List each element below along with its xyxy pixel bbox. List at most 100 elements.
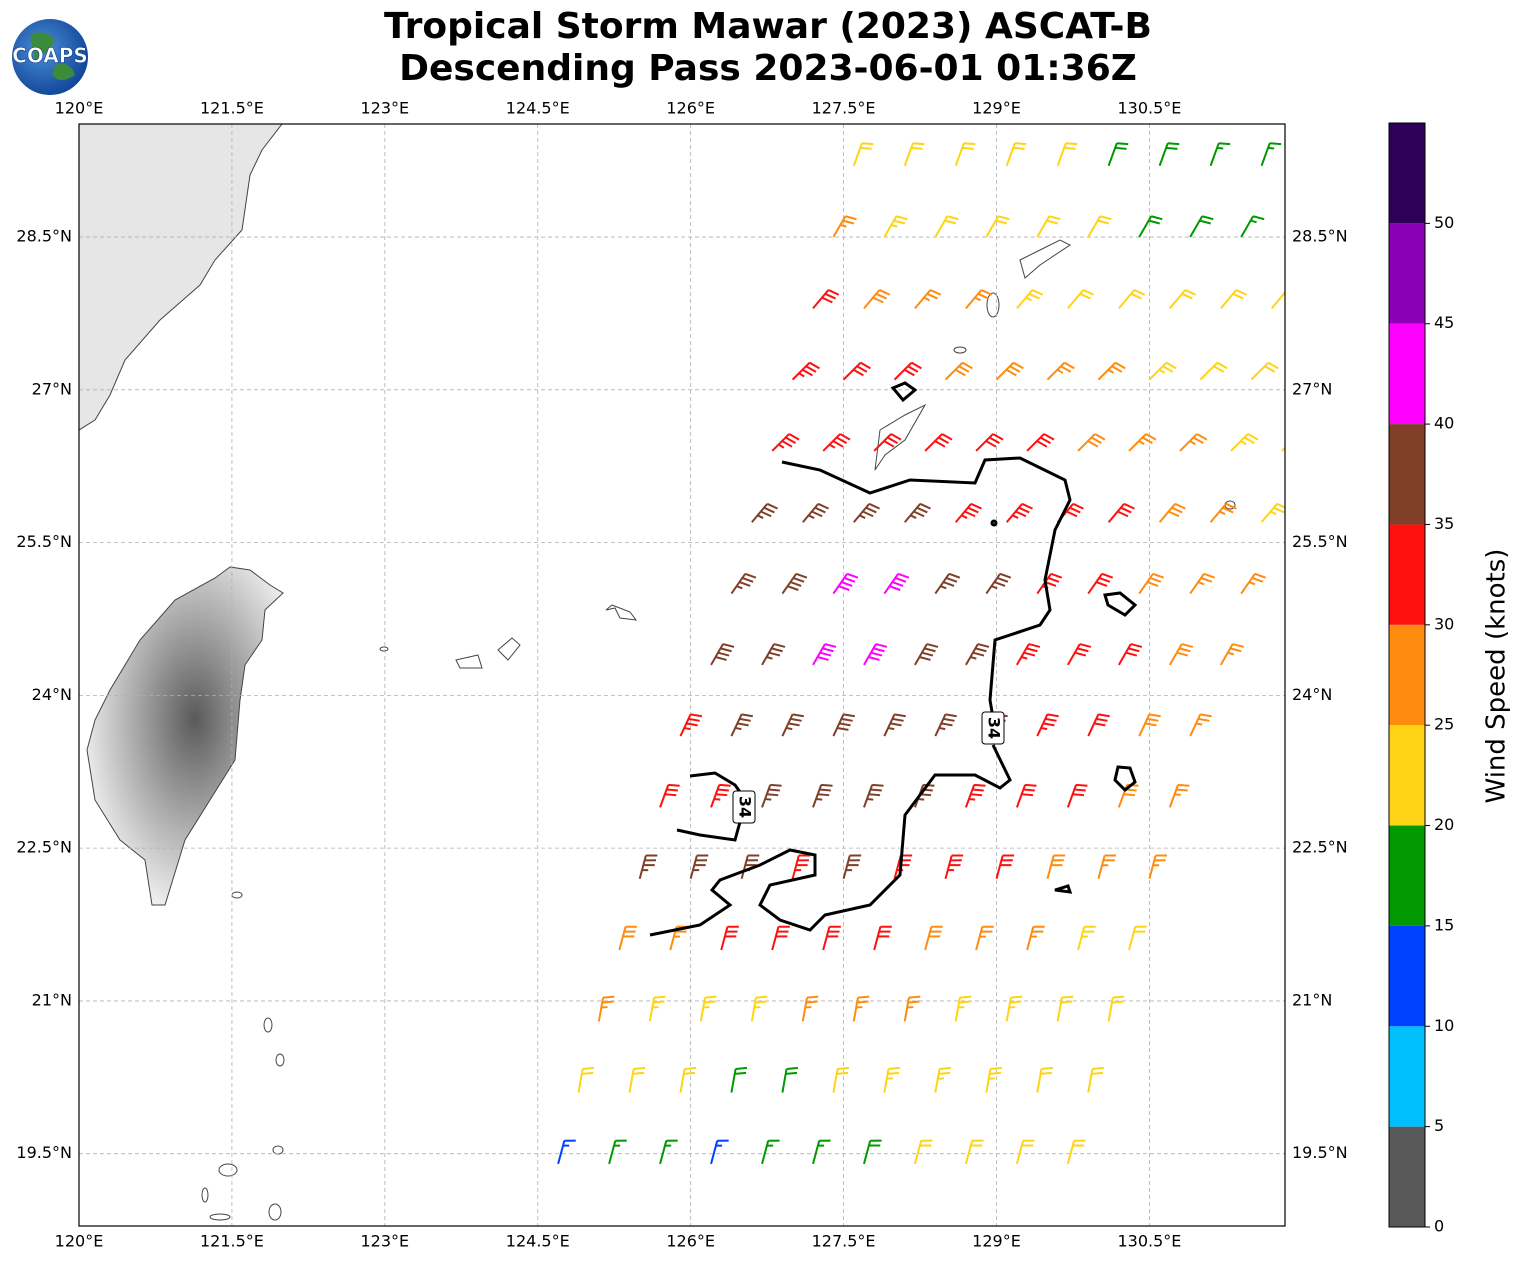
x-tick-label: 126°E [666, 99, 715, 118]
wind-barb [934, 1066, 951, 1093]
wind-barb [791, 854, 811, 879]
wind-barb [883, 1066, 900, 1093]
wind-barb [608, 1139, 627, 1165]
barb-shape [1199, 361, 1228, 381]
barb-shape [883, 572, 910, 595]
barb-shape [832, 572, 859, 595]
barb-shape [1168, 643, 1194, 666]
wind-barb [852, 142, 874, 167]
barb-shape [893, 854, 913, 879]
barb-shape [679, 1066, 697, 1093]
barb-shape [1016, 643, 1041, 666]
axis-ticks: 120°E 120°E 121.5°E 121.5°E 123°E 123°E 124.5°… [16, 99, 1347, 1251]
barb-shape [618, 925, 637, 951]
wind-barb [1189, 713, 1212, 737]
barb-shape [883, 1066, 900, 1093]
wind-barb [761, 643, 786, 666]
wind-barb [873, 433, 902, 452]
wind-barb [1209, 142, 1231, 167]
y-tick-label: 22.5°N [16, 838, 72, 857]
x-tick-label: 121.5°E [200, 1232, 264, 1251]
wind-barb [638, 854, 658, 879]
barb-shape [1168, 783, 1190, 808]
barb-shape [1363, 140, 1383, 169]
colorbar-bin [1389, 825, 1425, 926]
wind-barb [842, 854, 862, 879]
barb-shape [954, 142, 976, 167]
barb-shape [863, 289, 891, 309]
wind-barb [557, 1139, 576, 1165]
barb-shape [1250, 361, 1279, 381]
wind-barb [801, 995, 819, 1022]
x-tick-label: 120°E [55, 1232, 104, 1251]
barb-shape [1097, 361, 1126, 381]
wind-barb [720, 925, 739, 951]
wind-barb [1363, 140, 1383, 169]
wind-barb [995, 854, 1015, 879]
wind-barb [883, 713, 906, 737]
barb-shape [1138, 572, 1165, 595]
colorbar-tick-label: 35 [1434, 514, 1454, 533]
barb-shape [954, 995, 972, 1022]
wind-barb [903, 142, 925, 167]
barb-shape [1046, 361, 1075, 381]
wind-barb [995, 361, 1024, 381]
colorbar-tick-label: 50 [1434, 213, 1454, 232]
contour-34kt [649, 381, 1138, 937]
wind-barbs [557, 140, 1383, 1165]
wind-barb [924, 433, 953, 452]
y-tick-label: 28.5°N [1292, 227, 1348, 246]
x-tick-label: 129°E [972, 1232, 1021, 1251]
wind-barb [985, 215, 1010, 238]
wind-barb [1036, 713, 1059, 737]
y-tick-label: 27°N [1292, 379, 1332, 398]
wind-barb [679, 713, 703, 737]
barb-shape [659, 1139, 678, 1165]
barb-shape [863, 783, 884, 808]
barb-shape [750, 995, 768, 1022]
wind-barb [1240, 215, 1265, 238]
colorbar-tick-label: 30 [1434, 614, 1454, 633]
colorbar-tick-label: 5 [1434, 1116, 1444, 1135]
barb-shape [934, 1066, 951, 1093]
wind-barb [699, 995, 717, 1022]
wind-barb [914, 289, 942, 309]
wind-barb [1005, 502, 1033, 523]
barb-shape [1240, 572, 1266, 595]
wind-barb [1138, 713, 1161, 737]
wind-barb [669, 925, 688, 951]
barb-shape [965, 643, 990, 666]
wind-barb [1087, 215, 1112, 238]
wind-barb [954, 995, 972, 1022]
colorbar: 0 5 10 15 20 25 30 35 40 45 50 [1388, 122, 1454, 1236]
barb-shape [628, 1066, 646, 1093]
x-tick-label: 124.5°E [506, 1232, 570, 1251]
wind-barb [1128, 433, 1157, 452]
barb-shape [730, 572, 757, 595]
barb-shape [914, 289, 942, 309]
wind-barb [1107, 502, 1135, 523]
barb-shape [1138, 713, 1161, 737]
wind-barb [1097, 361, 1126, 381]
wind-barb [893, 854, 913, 879]
barb-shape [1220, 289, 1247, 309]
barb-shape [985, 572, 1012, 595]
wind-barb [1005, 142, 1027, 167]
barb-shape [597, 995, 615, 1022]
barb-shape [1005, 142, 1027, 167]
wind-barb [883, 215, 908, 238]
barb-shape [934, 215, 959, 238]
title-line: Tropical Storm Mawar (2023) ASCAT-B [384, 6, 1152, 47]
barb-shape [1026, 925, 1045, 951]
wind-barb [863, 289, 891, 309]
barb-shape [689, 854, 709, 879]
barb-shape [557, 1139, 576, 1165]
barb-shape [1066, 643, 1092, 666]
barb-shape [1015, 1139, 1035, 1165]
wind-barb [659, 783, 680, 808]
x-tick-label: 123°E [361, 99, 410, 118]
wind-barb [1015, 1139, 1035, 1165]
barb-shape [853, 502, 880, 523]
